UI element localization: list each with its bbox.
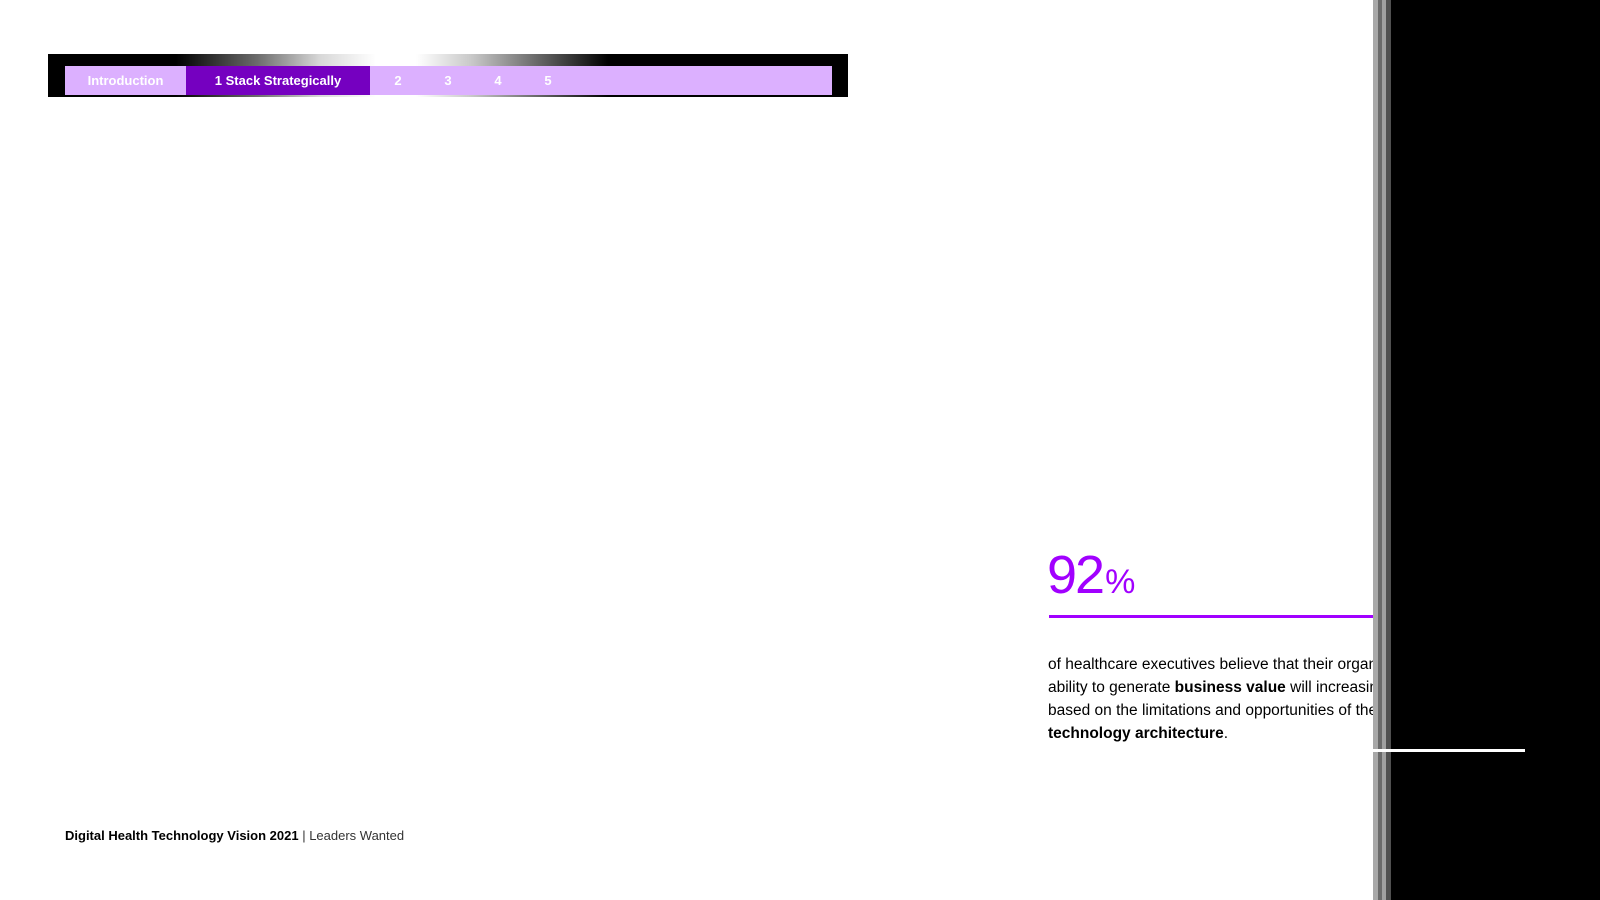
decor-stripe [1382,0,1386,900]
footer-separator: | [298,828,310,843]
decor-stripe [1386,0,1391,900]
stat-emphasis-technology-architecture: technology architecture [1048,724,1224,742]
stat-value: 92% [1047,548,1135,602]
footer: Digital Health Technology Vision 2021 | … [65,828,404,843]
tab-3[interactable]: 3 [444,73,452,88]
stat-number: 92 [1047,545,1105,605]
decor-black-panel [1391,0,1600,900]
section-nav: Introduction 1 Stack Strategically 2 3 4… [65,66,832,95]
decor-stripe [1373,0,1378,900]
tab-2[interactable]: 2 [394,73,402,88]
stat-emphasis-business-value: business value [1174,678,1286,696]
tab-introduction[interactable]: Introduction [87,73,164,88]
decor-white-line [1373,749,1525,752]
tab-stack-strategically[interactable]: 1 Stack Strategically [186,66,370,95]
footer-title: Digital Health Technology Vision 2021 [65,828,299,843]
footer-subtitle: Leaders Wanted [309,828,405,843]
tab-5[interactable]: 5 [544,73,552,88]
stat-description: of healthcare executives believe that th… [1048,655,1433,742]
stat-divider [1049,615,1382,618]
tab-4[interactable]: 4 [494,73,502,88]
decor-stripe [1378,0,1382,900]
stat-unit: % [1105,563,1136,601]
